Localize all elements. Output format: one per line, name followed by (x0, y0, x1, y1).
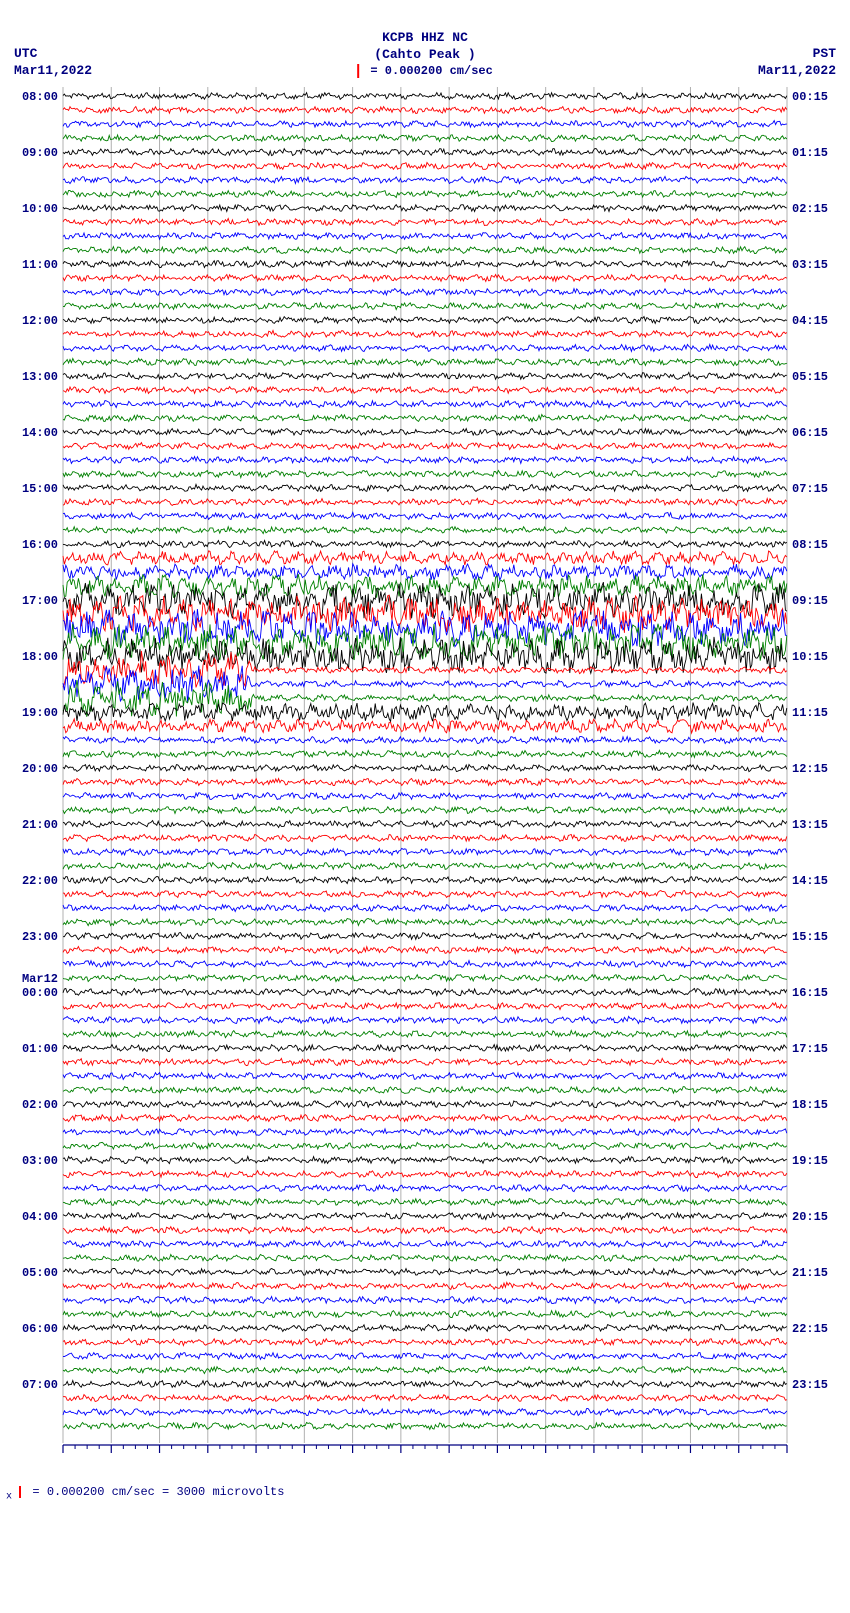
svg-text:00:00: 00:00 (22, 986, 58, 1000)
svg-text:16:15: 16:15 (792, 986, 828, 1000)
svg-text:19:15: 19:15 (792, 1154, 828, 1168)
svg-text:01:15: 01:15 (792, 146, 828, 160)
svg-text:21:15: 21:15 (792, 1266, 828, 1280)
title-line1: KCPB HHZ NC (357, 30, 493, 47)
right-timezone-block: PST Mar11,2022 (758, 46, 836, 80)
svg-text:12:00: 12:00 (22, 314, 58, 328)
right-date: Mar11,2022 (758, 63, 836, 80)
title-line2: (Cahto Peak ) (357, 47, 493, 64)
svg-text:14:15: 14:15 (792, 874, 828, 888)
svg-text:03:00: 03:00 (22, 1154, 58, 1168)
svg-text:Mar12: Mar12 (22, 972, 58, 986)
svg-text:10:00: 10:00 (22, 202, 58, 216)
svg-text:19:00: 19:00 (22, 706, 58, 720)
svg-text:00:15: 00:15 (792, 90, 828, 104)
svg-text:02:00: 02:00 (22, 1098, 58, 1112)
svg-text:17:15: 17:15 (792, 1042, 828, 1056)
svg-text:10:15: 10:15 (792, 650, 828, 664)
svg-text:07:15: 07:15 (792, 482, 828, 496)
left-tz: UTC (14, 46, 92, 63)
svg-text:12:15: 12:15 (792, 762, 828, 776)
svg-text:08:15: 08:15 (792, 538, 828, 552)
svg-text:09:15: 09:15 (792, 594, 828, 608)
svg-text:20:15: 20:15 (792, 1210, 828, 1224)
svg-text:03:15: 03:15 (792, 258, 828, 272)
svg-text:04:15: 04:15 (792, 314, 828, 328)
svg-text:18:15: 18:15 (792, 1098, 828, 1112)
svg-text:08:00: 08:00 (22, 90, 58, 104)
svg-text:16:00: 16:00 (22, 538, 58, 552)
svg-text:07:00: 07:00 (22, 1378, 58, 1392)
svg-text:15:00: 15:00 (22, 482, 58, 496)
svg-text:13:00: 13:00 (22, 370, 58, 384)
svg-text:05:15: 05:15 (792, 370, 828, 384)
svg-text:23:00: 23:00 (22, 930, 58, 944)
footer-scale: x = 0.000200 cm/sec = 3000 microvolts (0, 1455, 850, 1512)
svg-text:02:15: 02:15 (792, 202, 828, 216)
chart-header: UTC Mar11,2022 KCPB HHZ NC (Cahto Peak )… (0, 0, 850, 85)
svg-text:17:00: 17:00 (22, 594, 58, 608)
svg-text:06:00: 06:00 (22, 1322, 58, 1336)
right-tz: PST (758, 46, 836, 63)
svg-text:01:00: 01:00 (22, 1042, 58, 1056)
svg-text:22:15: 22:15 (792, 1322, 828, 1336)
svg-text:15:15: 15:15 (792, 930, 828, 944)
scale-text: = 0.000200 cm/sec (363, 64, 493, 78)
svg-text:06:15: 06:15 (792, 426, 828, 440)
scale-indicator: = 0.000200 cm/sec (357, 64, 493, 80)
svg-text:18:00: 18:00 (22, 650, 58, 664)
svg-text:09:00: 09:00 (22, 146, 58, 160)
footer-scale-bar-icon (19, 1486, 21, 1498)
svg-text:13:15: 13:15 (792, 818, 828, 832)
seismogram-svg: 08:00 09:00 10:00 11:00 12:00 13:00 14:00 15:00… (15, 85, 835, 1455)
svg-text:14:00: 14:00 (22, 426, 58, 440)
svg-text:22:00: 22:00 (22, 874, 58, 888)
left-date: Mar11,2022 (14, 63, 92, 80)
scale-bar-icon (357, 64, 359, 78)
chart-title: KCPB HHZ NC (Cahto Peak ) = 0.000200 cm/… (357, 30, 493, 80)
svg-text:11:00: 11:00 (22, 258, 58, 272)
svg-text:11:15: 11:15 (792, 706, 828, 720)
footer-text: = 0.000200 cm/sec = 3000 microvolts (25, 1485, 284, 1499)
svg-text:05:00: 05:00 (22, 1266, 58, 1280)
left-timezone-block: UTC Mar11,2022 (14, 46, 92, 80)
seismogram-plot: 08:00 09:00 10:00 11:00 12:00 13:00 14:00 15:00… (15, 85, 835, 1455)
footer-sub: x (6, 1491, 12, 1502)
svg-text:21:00: 21:00 (22, 818, 58, 832)
svg-text:23:15: 23:15 (792, 1378, 828, 1392)
svg-text:20:00: 20:00 (22, 762, 58, 776)
svg-text:04:00: 04:00 (22, 1210, 58, 1224)
